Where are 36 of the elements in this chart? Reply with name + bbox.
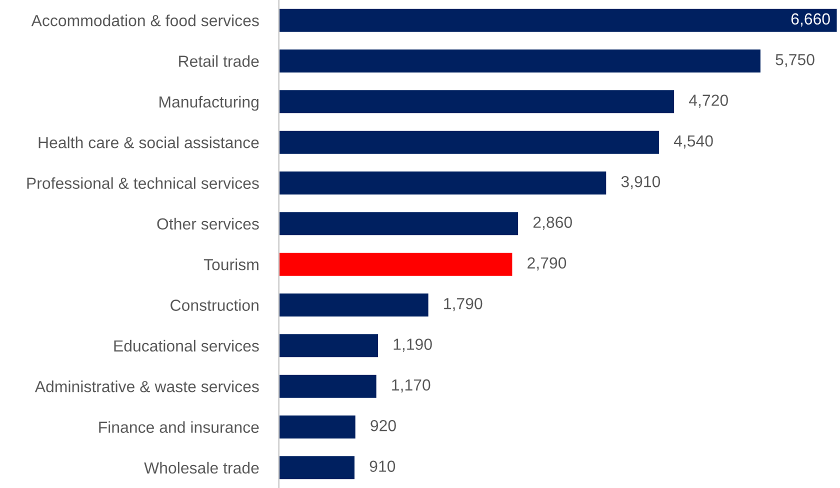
data-label: 3,910 (621, 176, 660, 190)
bar (278, 210, 520, 237)
y-tick-label: Manufacturing (160, 96, 258, 111)
bar (278, 332, 380, 359)
y-tick-label: Accommodation & food services (31, 14, 259, 26)
data-label: 6,660 (791, 13, 830, 27)
y-tick-label: Construction (170, 299, 258, 311)
y-tick-label: Finance and insurance (99, 421, 259, 433)
y-tick-label: Wholesale trade (144, 462, 259, 474)
data-label: 2,860 (533, 216, 572, 230)
data-label: 1,190 (394, 338, 432, 352)
bar (278, 88, 676, 115)
bar (278, 251, 514, 278)
y-tick-label: Professional & technical services (27, 177, 259, 189)
data-label: 1,790 (444, 298, 482, 312)
data-label: 1,170 (392, 379, 430, 393)
y-tick-label: Health care & social assistance (38, 136, 259, 148)
data-label: 920 (370, 420, 396, 432)
bar (278, 7, 838, 34)
y-tick-label: Retail trade (179, 55, 259, 67)
bar (278, 292, 430, 318)
data-label: 2,790 (528, 257, 566, 271)
data-label: 4,540 (674, 135, 713, 149)
data-label: 5,750 (776, 54, 814, 68)
bar (278, 454, 356, 481)
y-tick-label: Tourism (204, 258, 258, 270)
bar (278, 48, 762, 74)
data-label: 4,720 (689, 94, 728, 108)
bar (278, 414, 357, 440)
y-tick-label: Administrative & waste services (34, 380, 259, 392)
data-label: 910 (370, 460, 396, 472)
y-tick-label: Other services (157, 218, 259, 230)
bar (278, 129, 660, 156)
bar (278, 373, 378, 400)
bar (278, 170, 608, 196)
y-tick-label: Educational services (114, 340, 259, 352)
